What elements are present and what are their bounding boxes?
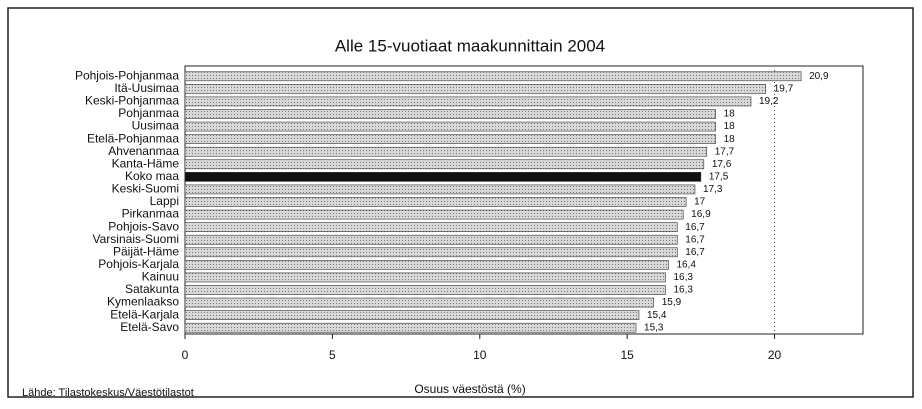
y-tick-label: Kanta-Häme xyxy=(112,156,180,170)
x-tick-label: 0 xyxy=(182,348,189,362)
value-label: 16,9 xyxy=(691,209,711,220)
value-label: 17,5 xyxy=(709,171,729,182)
y-tick-label: Etelä-Savo xyxy=(120,320,179,334)
value-label: 15,9 xyxy=(662,297,682,308)
bar xyxy=(184,297,655,308)
y-tick-label: Ahvenanmaa xyxy=(108,144,179,158)
bar xyxy=(184,159,705,170)
y-tick-label: Kainuu xyxy=(142,270,179,284)
value-label: 16,4 xyxy=(676,259,696,270)
value-label: 18 xyxy=(724,134,736,145)
bar xyxy=(184,247,678,258)
value-label: 16,3 xyxy=(673,285,693,296)
bar xyxy=(184,222,678,232)
y-tick-label: Pohjanmaa xyxy=(118,106,179,120)
value-label: 16,3 xyxy=(673,272,693,283)
y-tick-label: Pirkanmaa xyxy=(122,207,180,221)
value-label: 16,7 xyxy=(685,247,705,258)
bar xyxy=(184,71,802,82)
y-tick-label: Itä-Uusimaa xyxy=(114,81,179,95)
bar xyxy=(184,260,669,270)
x-tick-label: 5 xyxy=(329,348,336,362)
value-label: 17,6 xyxy=(712,159,732,170)
y-tick-label: Satakunta xyxy=(125,282,179,296)
y-tick-label: Uusimaa xyxy=(132,119,180,133)
bar xyxy=(184,184,696,195)
bar xyxy=(184,310,640,320)
value-label: 18 xyxy=(724,109,736,120)
bar xyxy=(184,322,637,333)
bar xyxy=(184,197,687,207)
y-tick-label: Pohjois-Karjala xyxy=(98,257,179,271)
y-tick-label: Pohjois-Savo xyxy=(108,219,179,233)
value-label: 19,7 xyxy=(774,83,794,94)
bar xyxy=(184,134,716,144)
value-label: 15,3 xyxy=(644,322,664,333)
value-label: 20,9 xyxy=(809,71,829,82)
y-tick-label: Keski-Suomi xyxy=(112,182,179,196)
value-label: 17,3 xyxy=(703,184,723,195)
x-axis-label: Osuus väestöstä (%) xyxy=(414,382,525,396)
bar xyxy=(184,172,702,182)
y-tick-label: Etelä-Karjala xyxy=(110,307,179,321)
bar xyxy=(184,146,708,157)
y-tick-label: Kymenlaakso xyxy=(107,295,179,309)
bar xyxy=(184,121,716,132)
y-tick-label: Etelä-Pohjanmaa xyxy=(87,131,179,145)
y-tick-label: Päijät-Häme xyxy=(113,244,179,258)
bar xyxy=(184,285,666,295)
y-tick-label: Koko maa xyxy=(125,169,179,183)
bar xyxy=(184,96,752,107)
value-label: 16,7 xyxy=(685,222,705,233)
x-tick-label: 20 xyxy=(768,348,782,362)
value-label: 17,7 xyxy=(715,146,735,157)
value-label: 17 xyxy=(694,197,706,208)
value-label: 19,2 xyxy=(759,96,779,107)
bar xyxy=(184,109,716,119)
y-tick-label: Pohjois-Pohjanmaa xyxy=(75,68,179,82)
frame xyxy=(7,7,914,398)
bar xyxy=(184,234,678,245)
bar xyxy=(184,209,684,220)
value-label: 15,4 xyxy=(647,310,667,321)
y-tick-label: Varsinais-Suomi xyxy=(93,232,179,246)
x-tick-label: 10 xyxy=(473,348,487,362)
bar xyxy=(184,272,666,283)
chart-title: Alle 15-vuotiaat maakunnittain 2004 xyxy=(335,36,605,55)
y-tick-label: Keski-Pohjanmaa xyxy=(85,94,179,108)
source: Lähde: Tilastokeskus/Väestötilastot xyxy=(22,387,194,399)
y-tick-label: Lappi xyxy=(150,194,179,208)
value-label: 18 xyxy=(724,121,736,132)
value-label: 16,7 xyxy=(685,234,705,245)
x-tick-label: 15 xyxy=(620,348,634,362)
bar xyxy=(184,84,767,94)
